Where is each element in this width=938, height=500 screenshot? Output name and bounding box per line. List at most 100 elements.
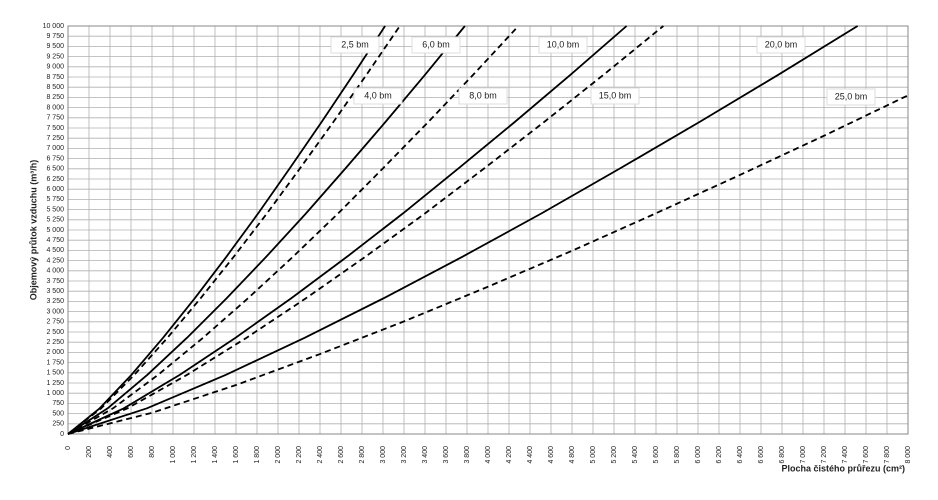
y-tick-label: 8 500 (46, 84, 64, 91)
x-tick-label: 2 000 (275, 446, 282, 464)
y-tick-label: 2 500 (46, 329, 64, 336)
x-tick-label: 4 600 (548, 446, 555, 464)
y-tick-label: 500 (52, 410, 64, 417)
y-tick-label: 9 250 (46, 53, 64, 60)
y-tick-label: 4 750 (46, 237, 64, 244)
y-tick-label: 10 000 (43, 23, 65, 30)
x-tick-label: 7 400 (842, 446, 849, 464)
series-label: 20,0 bm (765, 39, 798, 49)
y-tick-label: 2 250 (46, 339, 64, 346)
label-box (826, 88, 876, 106)
x-tick-label: 4 000 (485, 446, 492, 464)
label-box (353, 87, 403, 105)
x-tick-label: 1 400 (212, 446, 219, 464)
x-tick-label: 3 000 (380, 446, 387, 464)
x-tick-label: 3 400 (422, 446, 429, 464)
y-tick-label: 3 750 (46, 278, 64, 285)
y-tick-label: 9 500 (46, 43, 64, 50)
series-label: 25,0 bm (835, 91, 868, 101)
x-tick-label: 600 (128, 446, 135, 458)
series-line (67, 25, 466, 435)
y-tick-label: 7 000 (46, 145, 64, 152)
label-box (590, 87, 640, 105)
series-line (67, 94, 909, 435)
y-tick-label: 5 500 (46, 206, 64, 213)
label-box (538, 36, 588, 54)
y-tick-label: 1 500 (46, 370, 64, 377)
x-tick-label: 200 (86, 446, 93, 458)
x-axis-title: Plocha čistého průřezu (cm²) (781, 463, 905, 473)
series-label: 4,0 bm (364, 90, 392, 100)
y-tick-label: 7 500 (46, 125, 64, 132)
x-tick-label: 1 200 (191, 446, 198, 464)
x-tick-label: 2 800 (359, 446, 366, 464)
y-tick-label: 5 750 (46, 196, 64, 203)
y-tick-label: 9 000 (46, 64, 64, 71)
x-tick-label: 3 800 (464, 446, 471, 464)
y-tick-label: 4 250 (46, 257, 64, 264)
label-box (411, 36, 461, 54)
series-label: 6,0 bm (422, 39, 450, 49)
x-tick-label: 4 800 (569, 446, 576, 464)
label-box (756, 36, 806, 54)
plot-border (67, 25, 909, 435)
series-label: 8,0 bm (469, 90, 497, 100)
y-tick-label: 9 750 (46, 33, 64, 40)
y-tick-label: 3 500 (46, 288, 64, 295)
y-tick-label: 1 750 (46, 359, 64, 366)
y-tick-label: 4 500 (46, 247, 64, 254)
x-tick-label: 800 (149, 446, 156, 458)
x-tick-label: 7 200 (821, 446, 828, 464)
series-label: 10,0 bm (547, 39, 580, 49)
label-box (458, 87, 508, 105)
series-line (67, 25, 859, 435)
y-tick-label: 7 750 (46, 115, 64, 122)
y-tick-label: 7 250 (46, 135, 64, 142)
y-tick-label: 0 (60, 431, 64, 438)
y-tick-label: 250 (52, 421, 64, 428)
x-tick-label: 6 000 (695, 446, 702, 464)
x-tick-label: 1 000 (170, 446, 177, 464)
y-tick-label: 750 (52, 400, 64, 407)
x-tick-label: 5 400 (632, 446, 639, 464)
x-tick-label: 1 600 (233, 446, 240, 464)
y-tick-label: 6 000 (46, 186, 64, 193)
y-tick-label: 6 750 (46, 155, 64, 162)
series-line (67, 25, 664, 435)
series-label: 15,0 bm (599, 90, 632, 100)
y-tick-label: 6 250 (46, 176, 64, 183)
x-tick-label: 3 200 (401, 446, 408, 464)
y-tick-label: 2 000 (46, 349, 64, 356)
y-tick-label: 5 000 (46, 227, 64, 234)
x-tick-label: 4 200 (506, 446, 513, 464)
x-tick-label: 8 000 (905, 446, 912, 464)
x-tick-label: 5 800 (674, 446, 681, 464)
x-tick-label: 5 200 (611, 446, 618, 464)
x-tick-label: 6 400 (737, 446, 744, 464)
x-tick-label: 5 000 (590, 446, 597, 464)
x-tick-label: 6 800 (779, 446, 786, 464)
x-tick-label: 2 400 (317, 446, 324, 464)
series-line (67, 25, 520, 435)
x-tick-label: 7 600 (863, 446, 870, 464)
x-tick-label: 0 (65, 446, 72, 450)
y-tick-label: 3 250 (46, 298, 64, 305)
y-axis-title: Objemový průtok vzduchu (m³/h) (28, 160, 38, 301)
y-tick-label: 8 250 (46, 94, 64, 101)
y-tick-label: 8 000 (46, 104, 64, 111)
x-tick-label: 400 (107, 446, 114, 458)
x-tick-label: 2 600 (338, 446, 345, 464)
label-box (330, 36, 380, 54)
x-tick-label: 2 200 (296, 446, 303, 464)
y-tick-label: 2 750 (46, 319, 64, 326)
y-tick-label: 1 000 (46, 390, 64, 397)
x-tick-label: 5 600 (653, 446, 660, 464)
x-tick-label: 4 400 (527, 446, 534, 464)
x-tick-label: 3 600 (443, 446, 450, 464)
y-tick-label: 1 250 (46, 380, 64, 387)
series-line (67, 25, 401, 435)
y-tick-label: 5 250 (46, 217, 64, 224)
y-tick-label: 6 500 (46, 166, 64, 173)
x-tick-label: 6 600 (758, 446, 765, 464)
